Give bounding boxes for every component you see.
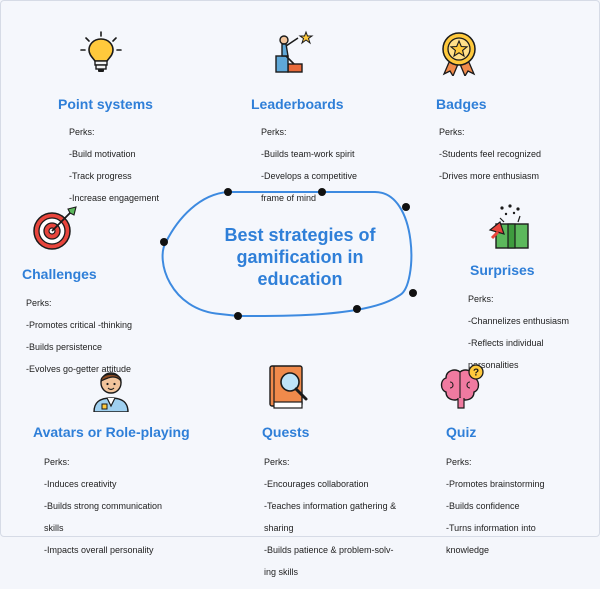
loop-dot bbox=[160, 238, 168, 246]
strategy-title-leaderboards: Leaderboards bbox=[251, 96, 344, 112]
perk-item: -Builds team-work spirit bbox=[261, 149, 355, 159]
perks-label: Perks: bbox=[439, 127, 465, 137]
perk-item: ing skills bbox=[264, 567, 299, 577]
perk-item: -Evolves go-getter attitude bbox=[26, 364, 132, 374]
perks-label: Perks: bbox=[446, 457, 472, 467]
perk-item: -Track progress bbox=[69, 171, 132, 181]
perk-item: -Build motivation bbox=[69, 149, 136, 159]
center-title: Best strategies of gamification in educa… bbox=[190, 224, 410, 290]
perks-label: Perks: bbox=[261, 127, 287, 137]
strategy-perks-quests: Perks: -Encourages collaboration -Teache… bbox=[264, 446, 396, 589]
avatar-icon bbox=[88, 366, 134, 412]
center-title-line: Best strategies of bbox=[224, 225, 376, 245]
strategy-title-point-systems: Point systems bbox=[58, 96, 153, 112]
perk-item: -Encourages collaboration bbox=[264, 479, 369, 489]
perk-item: -Students feel recognized bbox=[439, 149, 542, 159]
loop-dot bbox=[402, 203, 410, 211]
lightbulb-icon bbox=[78, 30, 124, 76]
perk-item: -Reflects individual bbox=[468, 338, 544, 348]
perk-item: frame of mind bbox=[261, 193, 317, 203]
loop-dot bbox=[318, 188, 326, 196]
book-search-icon bbox=[266, 364, 312, 410]
perks-label: Perks: bbox=[69, 127, 95, 137]
strategy-perks-point-systems: Perks: -Build motivation -Track progress… bbox=[69, 116, 159, 215]
perks-label: Perks: bbox=[26, 298, 52, 308]
perk-item: -Increase engagement bbox=[69, 193, 160, 203]
strategy-perks-surprises: Perks: -Channelizes enthusiasm -Reflects… bbox=[468, 283, 569, 382]
gift-icon bbox=[486, 204, 532, 250]
perk-item: -Channelizes enthusiasm bbox=[468, 316, 570, 326]
perk-item: -Induces creativity bbox=[44, 479, 117, 489]
strategy-title-quests: Quests bbox=[262, 424, 310, 440]
perk-item: -Builds strong communication bbox=[44, 501, 163, 511]
perk-item: -Drives more enthusiasm bbox=[439, 171, 540, 181]
strategy-perks-challenges: Perks: -Promotes critical -thinking -Bui… bbox=[26, 287, 132, 386]
loop-dot bbox=[409, 289, 417, 297]
brain-question-icon: ? bbox=[438, 364, 484, 410]
perks-label: Perks: bbox=[44, 457, 70, 467]
perk-item: -Builds persistence bbox=[26, 342, 103, 352]
perk-item: -Impacts overall personality bbox=[44, 545, 154, 555]
perk-item: -Turns information into bbox=[446, 523, 536, 533]
strategy-title-surprises: Surprises bbox=[470, 262, 535, 278]
perk-item: -Develops a competitive bbox=[261, 171, 358, 181]
perk-item: personalities bbox=[468, 360, 519, 370]
svg-text:?: ? bbox=[473, 368, 479, 379]
perk-item: -Promotes critical -thinking bbox=[26, 320, 133, 330]
perk-item: skills bbox=[44, 523, 64, 533]
loop-dot bbox=[224, 188, 232, 196]
perks-label: Perks: bbox=[264, 457, 290, 467]
target-icon bbox=[32, 205, 78, 251]
strategy-perks-avatars: Perks: -Induces creativity -Builds stron… bbox=[44, 446, 162, 567]
strategy-title-avatars: Avatars or Role-playing bbox=[33, 424, 190, 440]
strategy-perks-quiz: Perks: -Promotes brainstorming -Builds c… bbox=[446, 446, 545, 567]
center-title-line: education bbox=[257, 269, 343, 289]
center-loop-shape bbox=[160, 188, 417, 320]
strategy-perks-badges: Perks: -Students feel recognized -Drives… bbox=[439, 116, 541, 193]
strategy-title-badges: Badges bbox=[436, 96, 487, 112]
perk-item: -Promotes brainstorming bbox=[446, 479, 545, 489]
strategy-title-challenges: Challenges bbox=[22, 266, 97, 282]
perk-item: sharing bbox=[264, 523, 294, 533]
loop-dot bbox=[353, 305, 361, 313]
strategy-perks-leaderboards: Perks: -Builds team-work spirit -Develop… bbox=[261, 116, 357, 215]
badge-star-icon bbox=[436, 30, 482, 76]
strategy-title-quiz: Quiz bbox=[446, 424, 477, 440]
perk-item: -Builds confidence bbox=[446, 501, 520, 511]
climbing-person-icon bbox=[272, 28, 318, 74]
center-title-line: gamification in bbox=[236, 247, 364, 267]
perks-label: Perks: bbox=[468, 294, 494, 304]
diagram-frame bbox=[0, 0, 600, 537]
perk-item: -Teaches information gathering & bbox=[264, 501, 397, 511]
perk-item: -Builds patience & problem-solv- bbox=[264, 545, 394, 555]
loop-dot bbox=[234, 312, 242, 320]
perk-item: knowledge bbox=[446, 545, 490, 555]
